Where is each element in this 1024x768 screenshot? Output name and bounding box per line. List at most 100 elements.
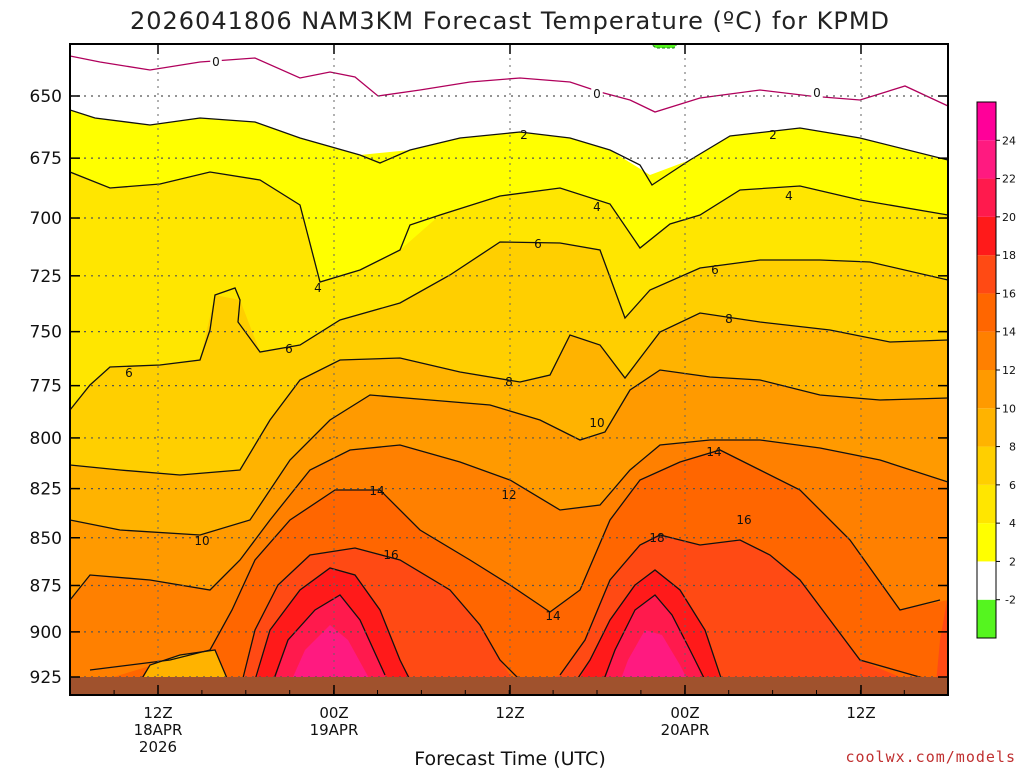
contour-label: 6 [125,366,133,380]
x-tick-label: 2026 [139,738,177,756]
colorbar-swatch [977,370,996,409]
contour-line [70,241,948,411]
contour-label: 6 [534,237,542,251]
contour-line [70,312,948,476]
contour-value: 2 [520,128,528,142]
contour-value: 10 [589,416,604,430]
contour-value: 0 [212,55,220,69]
contour-label: 14 [706,445,721,459]
contour-label: 6 [285,342,293,356]
x-axis-label: Forecast Time (UTC) [414,748,605,768]
colorbar-tick-label: 18 [1002,249,1016,262]
contour-line [269,594,711,691]
colorbar-tick-label: -2 [1005,594,1016,607]
colorbar-swatch [977,523,996,562]
y-tick-label: 700 [30,209,62,229]
contour-line [70,109,948,186]
contour-label: 16 [736,513,751,527]
contour-value: 6 [534,237,542,251]
x-tick-label: 19APR [310,721,359,739]
y-tick-label: 725 [30,267,62,287]
contour-label: 0 [210,55,222,69]
contour-value: 12 [501,488,516,502]
colorbar-tick-label: 24 [1002,134,1016,147]
colorbar-swatch [977,293,996,332]
contour-value: 0 [593,87,601,101]
y-tick-label: 875 [30,576,62,596]
contour-value: 4 [785,189,793,203]
contour-value: 14 [545,609,560,623]
temperature-band [935,595,948,695]
contour-labels: 0 0 0 2 2 4 4 4 6 6 6 6 8 8 10 10 12 14 14 14 16 16 18 [125,55,823,623]
colorbar-tick-label: 10 [1002,402,1016,415]
y-tick-label: 850 [30,529,62,549]
contour-label: 4 [314,281,322,295]
colorbar-swatch [977,599,996,638]
x-tick-label: 12Z [143,704,172,722]
colorbar-swatch [977,216,996,256]
colorbar-swatch [977,102,996,141]
x-tick-label: 12Z [846,704,875,722]
contour-label: 4 [593,200,601,214]
contour-label: 2 [769,128,777,142]
contour-label: 8 [725,312,733,326]
y-tick-label: 800 [30,429,62,449]
colorbar-swatch [977,140,996,179]
contour-value: 6 [711,263,719,277]
colorbar-tick-label: 8 [1009,441,1016,454]
contour-value: 6 [125,366,133,380]
contour-value: 0 [813,86,821,100]
temperature-band [270,595,710,695]
contour-label: 8 [505,375,513,389]
y-tick-label: 750 [30,323,62,343]
y-tick-label: 925 [30,668,62,688]
contour-line [89,449,941,671]
contour-label: 0 [811,86,823,100]
contour-label: 10 [589,416,604,430]
x-tick-label: 00Z [670,704,699,722]
temperature-band [240,535,948,695]
temperature-bands [70,110,948,695]
contour-line [70,369,948,536]
contour-label: 14 [545,609,560,623]
contour-label: 18 [649,531,664,545]
colorbar-tick-label: 2 [1009,555,1016,568]
colorbar-tick-label: 20 [1002,211,1016,224]
contour-label: 0 [591,87,603,101]
contour-value: 16 [736,513,751,527]
contour-line [70,171,948,283]
contour-line [239,534,931,691]
contour-line [134,649,233,691]
colorbar-tick-label: 22 [1002,173,1016,186]
contour-line [70,439,948,601]
contour-value: 2 [769,128,777,142]
x-tick-label: 18APR [134,721,183,739]
x-tick-label: 20APR [661,721,710,739]
contour-lines [70,55,948,691]
contour-label: 4 [785,189,793,203]
credit-link[interactable]: coolwx.com/models [845,748,1016,766]
y-tick-label: 675 [30,149,62,169]
colorbar-tick-label: 16 [1002,287,1016,300]
colorbar-swatch [977,484,996,524]
contour-value: 8 [505,375,513,389]
colorbar-swatch [977,408,996,447]
contour-line [70,55,948,113]
y-tick-label: 900 [30,623,62,643]
x-tick-label: 00Z [319,704,348,722]
chart-title: 2026041806 NAM3KM Forecast Temperature (… [130,7,890,35]
contour-value: 10 [194,534,209,548]
colorbar-tick-label: 14 [1002,326,1016,339]
colorbar-tick-label: 4 [1009,517,1016,530]
x-tick-label: 12Z [495,704,524,722]
contour-value: 4 [314,281,322,295]
y-tick-label: 825 [30,480,62,500]
contour-value: 14 [369,484,384,498]
colorbar-tick-label: 12 [1002,364,1016,377]
contour-label: 16 [383,548,398,562]
colorbar-swatch [977,178,996,217]
contour-label: 6 [711,263,719,277]
